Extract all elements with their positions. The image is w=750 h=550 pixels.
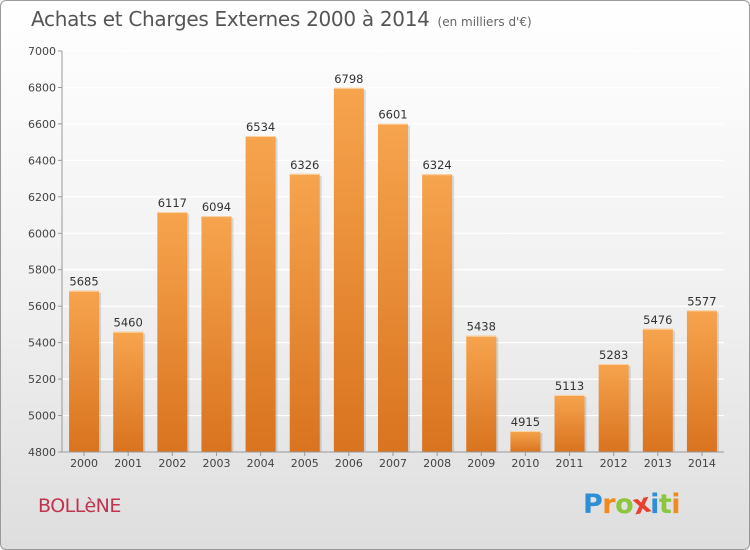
chart-title-text: Achats et Charges Externes 2000 à 2014 <box>31 7 430 31</box>
data-label: 5438 <box>467 320 496 334</box>
logo-letter: i <box>650 489 659 520</box>
x-tick-label: 2004 <box>247 457 275 470</box>
y-tick-label: 5400 <box>28 337 56 350</box>
y-tick-label: 5000 <box>28 410 56 423</box>
x-tick-label: 2009 <box>467 457 495 470</box>
logo-letter: r <box>602 489 616 520</box>
bar <box>510 431 541 452</box>
proxiti-logo[interactable]: Proxiti <box>583 488 681 522</box>
bar <box>201 216 232 452</box>
y-tick-label: 6000 <box>28 227 56 240</box>
chart-title: Achats et Charges Externes 2000 à 2014 (e… <box>31 7 532 31</box>
data-label: 6117 <box>158 196 187 210</box>
bar <box>333 87 364 452</box>
bar <box>69 290 100 452</box>
data-label: 5476 <box>643 313 672 327</box>
x-tick-label: 2008 <box>423 457 451 470</box>
bar <box>642 328 673 452</box>
x-tick-label: 2000 <box>70 457 98 470</box>
axes: 4800 5000 5200 5400 5600 5800 6000 6200 6400 6600… <box>28 45 724 470</box>
y-tick-label: 6800 <box>28 81 56 94</box>
x-tick-label: 2010 <box>511 457 539 470</box>
y-tick-label: 7000 <box>28 45 56 58</box>
x-tick-label: 2013 <box>644 457 672 470</box>
data-label: 5283 <box>599 348 628 362</box>
x-tick-label: 2007 <box>379 457 407 470</box>
y-tick-label: 6200 <box>28 191 56 204</box>
data-label: 5113 <box>555 379 584 393</box>
bar <box>289 173 320 453</box>
y-tick-label: 6600 <box>28 118 56 131</box>
x-tick-label: 2002 <box>158 457 186 470</box>
bar <box>422 174 453 452</box>
y-tick-label: 6400 <box>28 154 56 167</box>
x-tick-label: 2006 <box>335 457 363 470</box>
data-label: 6326 <box>290 158 319 172</box>
data-label: 5577 <box>687 294 716 308</box>
data-labels: 5685 5460 6117 6094 6534 6326 6798 6601 6324 5438… <box>69 72 716 429</box>
data-label: 6534 <box>246 120 275 134</box>
data-label: 6798 <box>334 72 363 86</box>
y-tick-label: 4800 <box>28 446 56 459</box>
x-tick-label: 2011 <box>556 457 584 470</box>
y-tick-label: 5800 <box>28 264 56 277</box>
x-tick-label: 2005 <box>291 457 319 470</box>
town-name: BOLLèNE <box>38 495 121 517</box>
bars <box>69 87 719 453</box>
bar <box>377 123 409 453</box>
bar <box>466 335 497 452</box>
bar <box>598 363 629 452</box>
bar <box>686 310 717 452</box>
logo-letter: i <box>671 489 681 520</box>
bar <box>113 331 144 452</box>
x-tick-label: 2003 <box>202 457 230 470</box>
chart-subtitle: (en milliers d'€) <box>437 15 532 29</box>
y-tick-label: 5600 <box>28 300 56 313</box>
data-label: 5685 <box>69 275 98 289</box>
data-label: 6324 <box>422 158 451 172</box>
data-label: 6094 <box>202 200 231 214</box>
bar <box>245 135 276 452</box>
data-label: 4915 <box>511 415 540 429</box>
bar <box>157 211 188 452</box>
data-label: 5460 <box>114 316 143 330</box>
logo-letter: o <box>615 489 634 520</box>
data-label: 6601 <box>378 108 407 122</box>
logo-letter: t <box>658 489 672 520</box>
logo-letter: P <box>583 489 603 520</box>
x-tick-label: 2014 <box>688 457 716 470</box>
x-tick-label: 2012 <box>600 457 628 470</box>
x-tick-label: 2001 <box>114 457 142 470</box>
y-tick-label: 5200 <box>28 373 56 386</box>
bar <box>554 394 585 452</box>
